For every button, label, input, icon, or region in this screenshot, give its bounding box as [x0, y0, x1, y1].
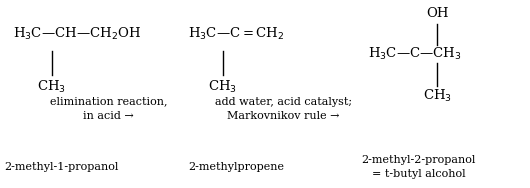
Text: elimination reaction,
in acid →: elimination reaction, in acid → [50, 97, 167, 121]
Text: CH$_3$: CH$_3$ [208, 78, 237, 95]
Text: 2-methyl-1-propanol: 2-methyl-1-propanol [4, 162, 118, 172]
Text: 2-methylpropene: 2-methylpropene [188, 162, 284, 172]
Text: OH: OH [426, 7, 448, 20]
Text: H$_3$C—C$=$CH$_2$: H$_3$C—C$=$CH$_2$ [188, 26, 285, 42]
Text: 2-methyl-2-propanol
= t-butyl alcohol: 2-methyl-2-propanol = t-butyl alcohol [361, 155, 476, 179]
Text: CH$_3$: CH$_3$ [38, 78, 66, 95]
Text: CH$_3$: CH$_3$ [423, 88, 452, 104]
Text: add water, acid catalyst;
Markovnikov rule →: add water, acid catalyst; Markovnikov ru… [215, 97, 352, 121]
Text: H$_3$C—CH—CH$_2$OH: H$_3$C—CH—CH$_2$OH [13, 26, 142, 42]
Text: H$_3$C—C—CH$_3$: H$_3$C—C—CH$_3$ [368, 45, 462, 62]
